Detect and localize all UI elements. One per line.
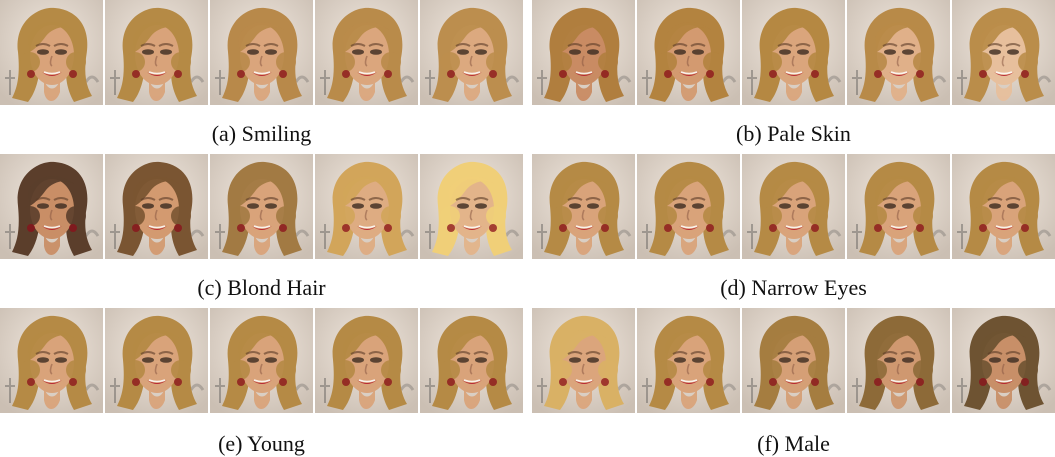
panel-caption: (b) Pale Skin xyxy=(736,121,851,146)
panel-caption: (d) Narrow Eyes xyxy=(720,275,867,300)
image-strip xyxy=(532,308,1055,413)
face-image xyxy=(847,0,950,105)
face-image xyxy=(532,154,635,259)
face-image xyxy=(315,0,418,105)
face-image xyxy=(847,154,950,259)
face-image xyxy=(420,308,523,413)
face-image xyxy=(105,154,208,259)
face-image xyxy=(742,154,845,259)
face-image xyxy=(0,0,103,105)
face-image xyxy=(420,154,523,259)
image-strip xyxy=(0,154,523,259)
panel-caption: (e) Young xyxy=(218,431,305,456)
face-image xyxy=(952,154,1055,259)
image-strip xyxy=(0,308,523,413)
face-image xyxy=(420,0,523,105)
image-strip xyxy=(532,0,1055,105)
image-strip xyxy=(0,0,523,105)
face-image xyxy=(0,308,103,413)
face-image xyxy=(315,154,418,259)
panel-caption: (c) Blond Hair xyxy=(197,275,326,300)
face-image xyxy=(210,0,313,105)
face-image xyxy=(847,308,950,413)
face-image xyxy=(315,308,418,413)
face-image xyxy=(105,0,208,105)
face-image xyxy=(637,0,740,105)
face-image xyxy=(105,308,208,413)
face-image xyxy=(210,308,313,413)
image-strip xyxy=(532,154,1055,259)
face-image xyxy=(952,0,1055,105)
face-image xyxy=(742,0,845,105)
panel-caption: (a) Smiling xyxy=(211,121,312,146)
face-image xyxy=(637,154,740,259)
face-image xyxy=(742,308,845,413)
face-image xyxy=(637,308,740,413)
face-image xyxy=(0,154,103,259)
face-image xyxy=(532,308,635,413)
face-image xyxy=(952,308,1055,413)
face-image xyxy=(210,154,313,259)
face-image xyxy=(532,0,635,105)
panel-caption: (f) Male xyxy=(757,431,830,456)
